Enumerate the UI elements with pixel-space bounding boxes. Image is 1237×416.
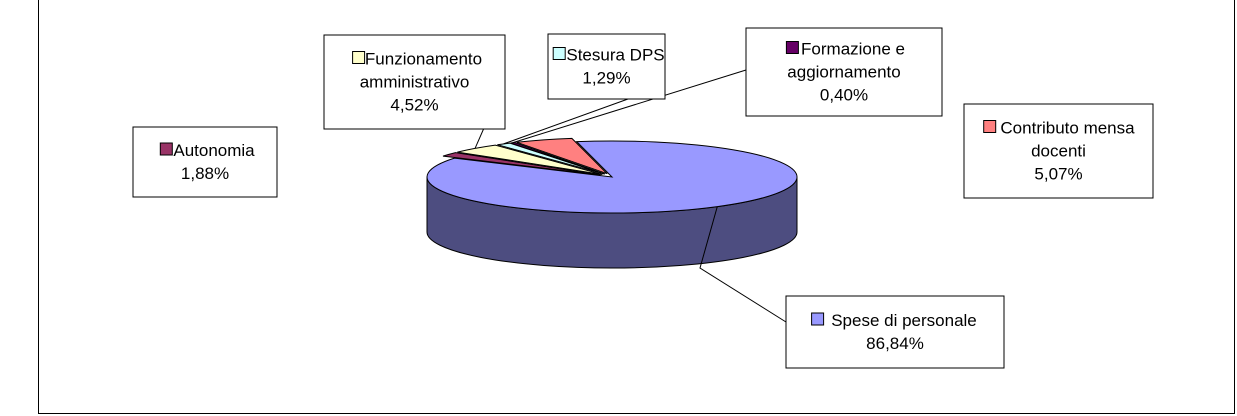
data-label-category: Funzionamento	[365, 50, 482, 69]
data-labels: Spese di personale 86,84% Autonomia 1,88% Fu…	[132, 27, 1154, 369]
data-label-category: Spese di personale	[831, 311, 977, 330]
leader-line-3	[503, 98, 629, 145]
data-label-category: amministrativo	[360, 73, 470, 92]
legend-key-square	[983, 120, 997, 133]
leader-line-4	[512, 69, 747, 144]
pie-tops	[426, 137, 798, 214]
legend-key-square	[352, 51, 366, 64]
legend-key-square	[785, 41, 799, 54]
pie-slice-0	[426, 140, 798, 214]
data-label-2: Funzionamento amministrativo 4,52%	[323, 34, 506, 130]
data-label-box	[745, 27, 943, 117]
leader-line-0	[699, 206, 787, 323]
data-label-category: Formazione e	[801, 40, 905, 59]
data-label-category: Autonomia	[173, 141, 255, 160]
data-label-3: Stesura DPS 1,29%	[547, 33, 666, 100]
data-label-value: 1,29%	[582, 69, 630, 88]
data-label-category: Contributo mensa	[1000, 119, 1135, 138]
pie-slice-1	[442, 152, 601, 176]
legend-key-square	[552, 47, 566, 60]
data-label-4: Formazione e aggiornamento 0,40%	[745, 27, 943, 117]
data-label-value: 0,40%	[820, 86, 868, 105]
data-label-category: docenti	[1031, 142, 1086, 161]
data-label-1: Autonomia 1,88%	[132, 126, 278, 198]
pie-slice-5	[516, 137, 608, 175]
legend-key-square	[811, 312, 825, 326]
data-label-value: 5,07%	[1034, 165, 1082, 184]
data-label-box	[323, 34, 506, 130]
data-label-value: 86,84%	[866, 334, 924, 353]
data-label-category: aggiornamento	[787, 63, 900, 82]
data-label-box	[547, 33, 666, 100]
data-label-value: 4,52%	[390, 96, 438, 115]
data-label-box	[132, 126, 278, 198]
data-label-0: Spese di personale 86,84%	[785, 295, 1005, 369]
data-label-category: Stesura DPS	[566, 46, 664, 65]
data-label-value: 1,88%	[181, 164, 229, 183]
data-label-5: Contributo mensa docenti 5,07%	[963, 103, 1154, 199]
data-label-box	[785, 295, 1005, 369]
legend-key-square	[159, 142, 173, 156]
data-label-box	[963, 103, 1154, 199]
